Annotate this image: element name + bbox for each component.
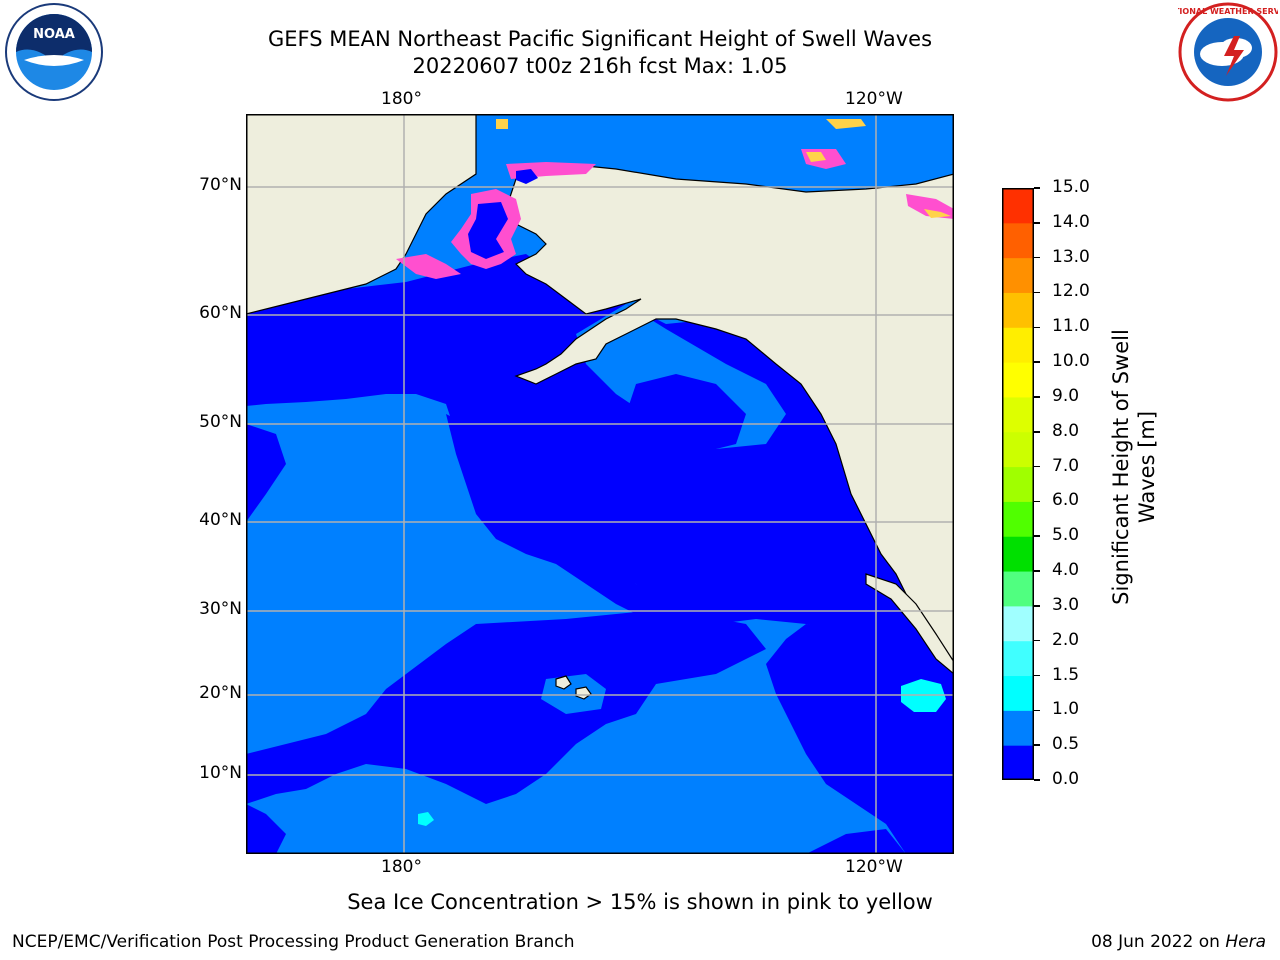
colorbar-tick-label: 0.0 (1052, 769, 1080, 789)
colorbar (1002, 188, 1034, 780)
colorbar-tick-mark (1034, 605, 1040, 607)
colorbar-tick-label: 3.0 (1052, 594, 1080, 615)
footer-host: Hera (1225, 932, 1266, 952)
colorbar-segment (1002, 501, 1034, 537)
lat-label-20n: 20°N (199, 683, 242, 703)
footer-date: 08 Jun 2022 on Hera (1091, 932, 1266, 952)
colorbar-tick-label: 4.0 (1052, 560, 1080, 581)
colorbar-tick-mark (1034, 500, 1040, 503)
lon-label-120w-bottom: 120°W (845, 857, 903, 877)
lon-label-180-top: 180° (381, 89, 422, 109)
colorbar-segment (1002, 536, 1034, 572)
colorbar-title: Significant Height of Swell Waves [m] (1109, 329, 1159, 605)
lon-label-180-bottom: 180° (381, 857, 422, 877)
colorbar-tick-mark (1034, 187, 1040, 189)
colorbar-tick-mark (1034, 674, 1040, 677)
lat-label-60n: 60°N (199, 303, 242, 323)
colorbar-tick-mark (1034, 256, 1040, 259)
map-title: GEFS MEAN Northeast Pacific Significant … (267, 27, 933, 51)
colorbar-tick-mark (1034, 779, 1040, 781)
colorbar-tick-label: 9.0 (1052, 385, 1080, 406)
lat-label-50n: 50°N (199, 412, 242, 432)
footer-credit: NCEP/EMC/Verification Post Processing Pr… (12, 932, 575, 952)
colorbar-segment (1002, 222, 1034, 259)
colorbar-segment (1002, 396, 1034, 433)
colorbar-tick-label: 7.0 (1052, 455, 1080, 476)
colorbar-segment (1002, 292, 1034, 328)
colorbar-tick-mark (1034, 709, 1040, 712)
colorbar-tick-mark (1034, 465, 1040, 468)
colorbar-segment (1002, 327, 1034, 363)
map-frame (246, 114, 954, 854)
colorbar-tick-label: 13.0 (1052, 246, 1090, 267)
footer-date-text: 08 Jun 2022 on (1091, 932, 1226, 952)
colorbar-tick-mark (1034, 222, 1040, 224)
lat-label-10n: 10°N (199, 763, 242, 783)
colorbar-segment (1002, 605, 1034, 642)
noaa-logo: NOAA (5, 3, 103, 101)
colorbar-tick-mark (1034, 361, 1040, 363)
colorbar-tick-label: 6.0 (1052, 490, 1080, 511)
lon-label-120w-top: 120°W (845, 89, 903, 109)
colorbar-tick-label: 10.0 (1052, 351, 1090, 372)
colorbar-tick-mark (1034, 431, 1040, 433)
colorbar-tick-mark (1034, 396, 1040, 398)
colorbar-segment (1002, 188, 1034, 224)
colorbar-segment (1002, 710, 1034, 746)
lat-label-30n: 30°N (199, 599, 242, 619)
land-areas (246, 114, 954, 700)
map-subtitle: 20220607 t00z 216h fcst Max: 1.05 (412, 54, 788, 78)
colorbar-tick-label: 12.0 (1052, 281, 1090, 302)
colorbar-tick-mark (1034, 639, 1040, 642)
lat-label-40n: 40°N (199, 510, 242, 530)
colorbar-tick-label: 15.0 (1052, 177, 1090, 197)
colorbar-tick-label: 8.0 (1052, 420, 1080, 441)
colorbar-tick-label: 1.0 (1052, 699, 1080, 720)
colorbar-segment (1002, 640, 1034, 677)
colorbar-segment (1002, 362, 1034, 398)
colorbar-tick-label: 14.0 (1052, 211, 1090, 232)
colorbar-segment (1002, 675, 1034, 711)
colorbar-tick-mark (1034, 291, 1040, 294)
colorbar-frame (1002, 188, 1034, 780)
colorbar-segment (1002, 431, 1034, 468)
swell-height-map (246, 114, 954, 854)
colorbar-tick-label: 1.5 (1052, 664, 1080, 685)
colorbar-tick-label: 0.5 (1052, 734, 1080, 755)
sea-ice-note: Sea Ice Concentration > 15% is shown in … (347, 890, 933, 914)
colorbar-segment (1002, 466, 1034, 502)
colorbar-tick-mark (1034, 744, 1040, 746)
colorbar-tick-mark (1034, 570, 1040, 572)
noaa-logo-text: NOAA (33, 27, 75, 42)
colorbar-tick-label: 2.0 (1052, 629, 1080, 650)
colorbar-segment (1002, 745, 1034, 780)
colorbar-tick-label: 11.0 (1052, 316, 1090, 337)
nws-logo-text: NATIONAL WEATHER SERVICE (1178, 7, 1278, 16)
colorbar-segment (1002, 571, 1034, 607)
lat-label-70n: 70°N (199, 175, 242, 195)
graticule (246, 114, 954, 854)
sea-ice-areas (396, 119, 954, 279)
colorbar-tick-mark (1034, 535, 1040, 537)
colorbar-tick-label: 5.0 (1052, 525, 1080, 546)
nws-logo: NATIONAL WEATHER SERVICE (1178, 2, 1278, 102)
colorbar-segment (1002, 257, 1034, 293)
colorbar-tick-mark (1034, 326, 1040, 329)
